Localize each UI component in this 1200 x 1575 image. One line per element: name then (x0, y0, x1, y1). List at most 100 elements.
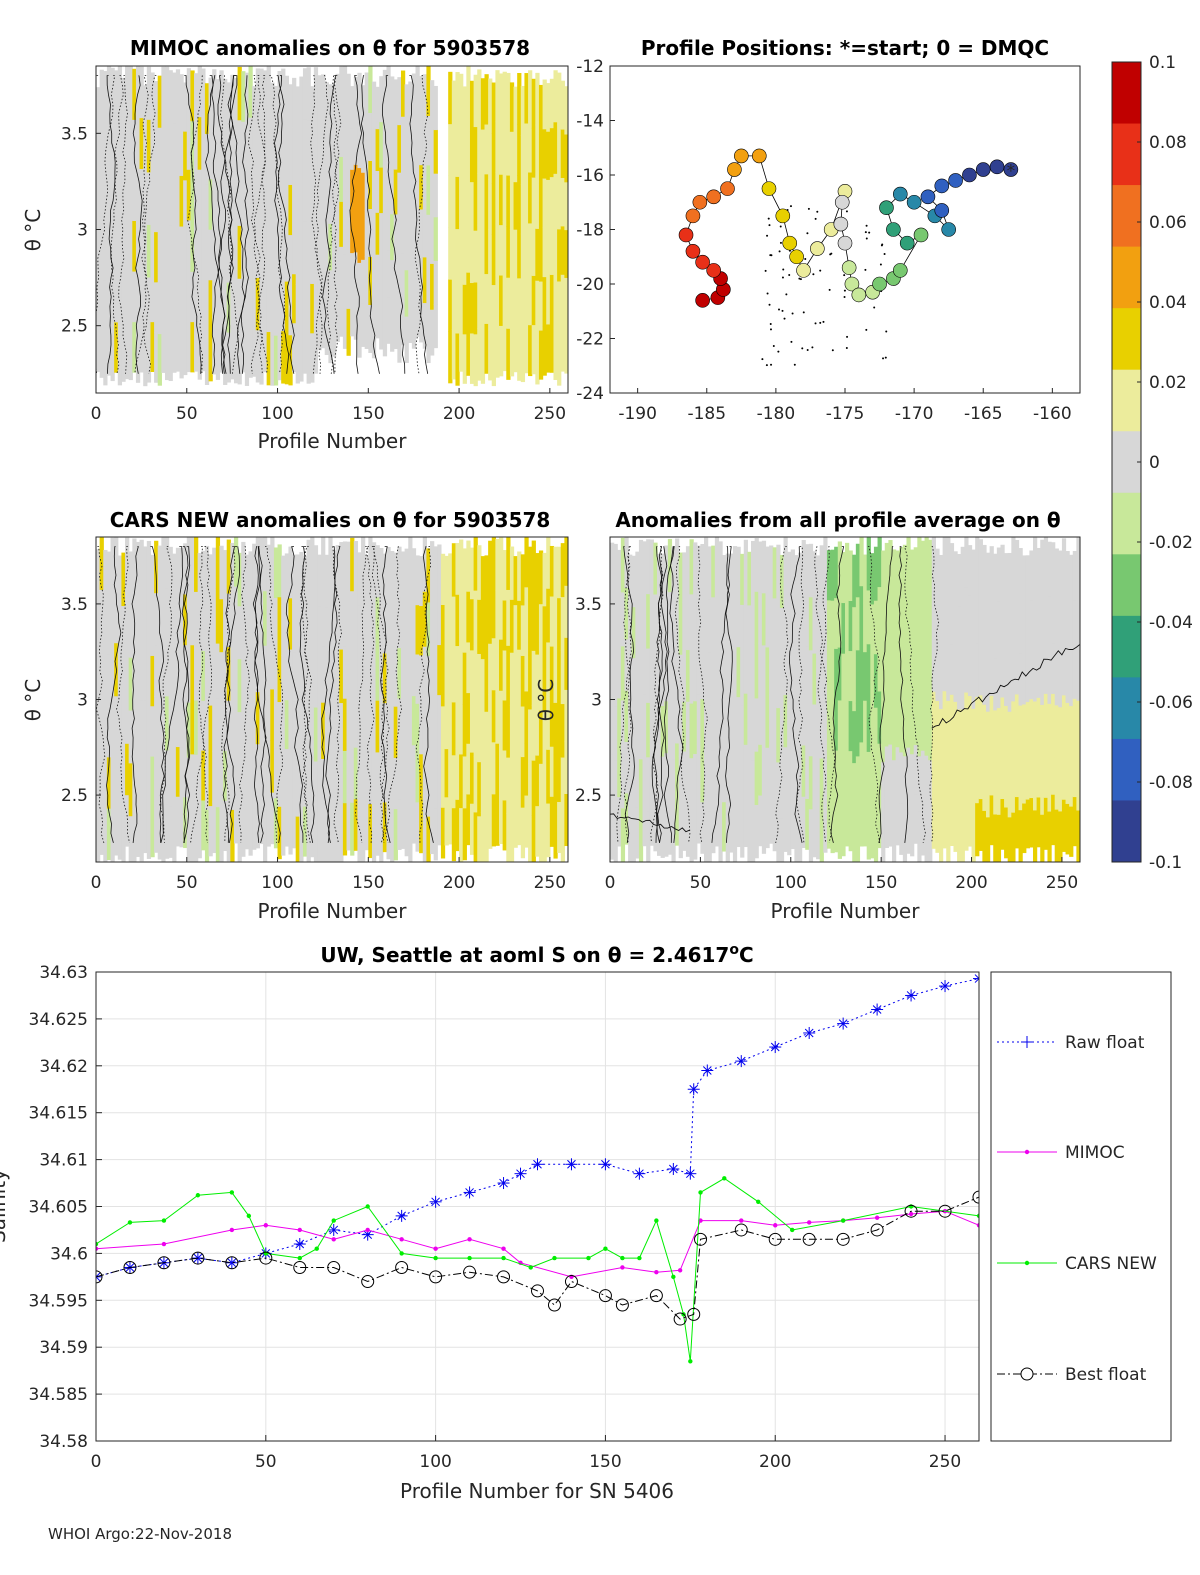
heatmap-cell (404, 651, 409, 703)
heatmap-cell (617, 599, 622, 650)
heatmap-cell (564, 793, 568, 847)
heatmap-cell (484, 273, 489, 324)
heatmap-cell (313, 271, 319, 323)
heatmap-cell (747, 817, 752, 862)
contour-line (310, 75, 323, 374)
heatmap-cell (542, 605, 547, 660)
heatmap-cell (657, 704, 662, 756)
heatmap-cell (266, 645, 271, 696)
heatmap-cell (1061, 747, 1067, 800)
heatmap-cell (509, 229, 515, 279)
heatmap-cell (448, 279, 453, 332)
heatmap-cell (161, 537, 166, 593)
heatmap-cell (1072, 600, 1077, 650)
heatmap-cell (1033, 700, 1038, 756)
heatmap-cell (466, 323, 471, 376)
heatmap-cell (491, 335, 496, 387)
heatmap-cell (779, 554, 785, 609)
heatmap-cell (361, 809, 366, 862)
heatmap-cell (404, 316, 409, 363)
heatmap-cell (787, 753, 792, 805)
heatmap-cell (223, 550, 228, 601)
heatmap-cell (419, 605, 424, 656)
contour-line (929, 546, 940, 843)
heatmap-cell (910, 549, 915, 602)
heatmap-cell (237, 278, 242, 332)
heatmap-cell (357, 262, 362, 311)
heatmap-cell (805, 544, 810, 596)
heatmap-cell (201, 269, 206, 321)
heatmap-cell (989, 794, 994, 846)
heatmap-cell (346, 120, 351, 169)
heatmap-cell (324, 554, 329, 608)
heatmap-cell (638, 704, 644, 760)
contour-line (381, 75, 406, 374)
heatmap-cell (704, 700, 709, 756)
heatmap-cell (729, 553, 734, 604)
heatmap-cell (139, 321, 144, 373)
heatmap-cell (223, 700, 228, 751)
heatmap-cell (689, 757, 694, 813)
contour-line (325, 546, 341, 843)
heatmap-cell (313, 814, 319, 862)
heatmap-cell (642, 794, 647, 847)
heatmap-cell (642, 592, 647, 644)
contour-line (332, 546, 343, 843)
heatmap-cell (546, 641, 551, 697)
heatmap-cell (143, 285, 148, 337)
heatmap-cell (317, 812, 322, 862)
best-float-point (191, 1251, 205, 1265)
heatmap-cell (379, 548, 384, 602)
heatmap-cell (321, 702, 326, 759)
cars-new-point (96, 1241, 99, 1247)
best-float-point (463, 1265, 477, 1279)
heatmap-cell (513, 750, 518, 800)
heatmap-cell (1018, 652, 1023, 706)
heatmap-cell (390, 168, 395, 215)
heatmap-cell (538, 763, 544, 818)
heatmap-cell (888, 591, 893, 643)
heatmap-cell (161, 270, 166, 322)
heatmap-cell (168, 805, 173, 858)
land-dot (778, 308, 781, 311)
heatmap-cell (252, 594, 257, 647)
heatmap-cell (230, 809, 235, 862)
heatmap-cell (197, 756, 202, 808)
heatmap-cell (459, 593, 464, 648)
heatmap-cell (422, 256, 427, 304)
heatmap-cell (942, 795, 947, 849)
star-stroke (516, 1169, 525, 1179)
heatmap-cell (128, 170, 133, 224)
heatmap-cell (241, 803, 246, 857)
heatmap-cell (989, 695, 994, 746)
heatmap-cell (1011, 700, 1016, 758)
heatmap-cell (754, 697, 759, 752)
heatmap-cell (564, 537, 568, 586)
heatmap-cell (509, 599, 515, 653)
heatmap-cell (212, 700, 217, 752)
heatmap-cell (157, 230, 162, 283)
heatmap-cell (208, 279, 213, 331)
heatmap-cell (1076, 645, 1080, 701)
heatmap-cell (252, 543, 257, 596)
heatmap-cell (488, 592, 493, 644)
heatmap-cell (736, 596, 741, 648)
heatmap-cell (154, 540, 159, 594)
raw-float-point (701, 1064, 714, 1077)
heatmap-cell (928, 649, 933, 706)
heatmap-cell (761, 749, 767, 802)
heatmap-cell (179, 647, 184, 698)
heatmap-cell (1072, 649, 1077, 699)
heatmap-cell (368, 695, 373, 751)
heatmap-cell (150, 271, 155, 323)
heatmap-cell (546, 83, 551, 132)
heatmap-cell (150, 172, 155, 223)
y-tick-label: 3 (77, 691, 88, 711)
x-tick-label: 250 (1046, 873, 1078, 893)
heatmap-cell (437, 644, 442, 696)
profile-position-marker (685, 244, 701, 259)
best-float-point (687, 1307, 701, 1321)
heatmap-cell (517, 795, 522, 846)
heatmap-cell (150, 705, 155, 757)
heatmap-cell (560, 177, 565, 227)
